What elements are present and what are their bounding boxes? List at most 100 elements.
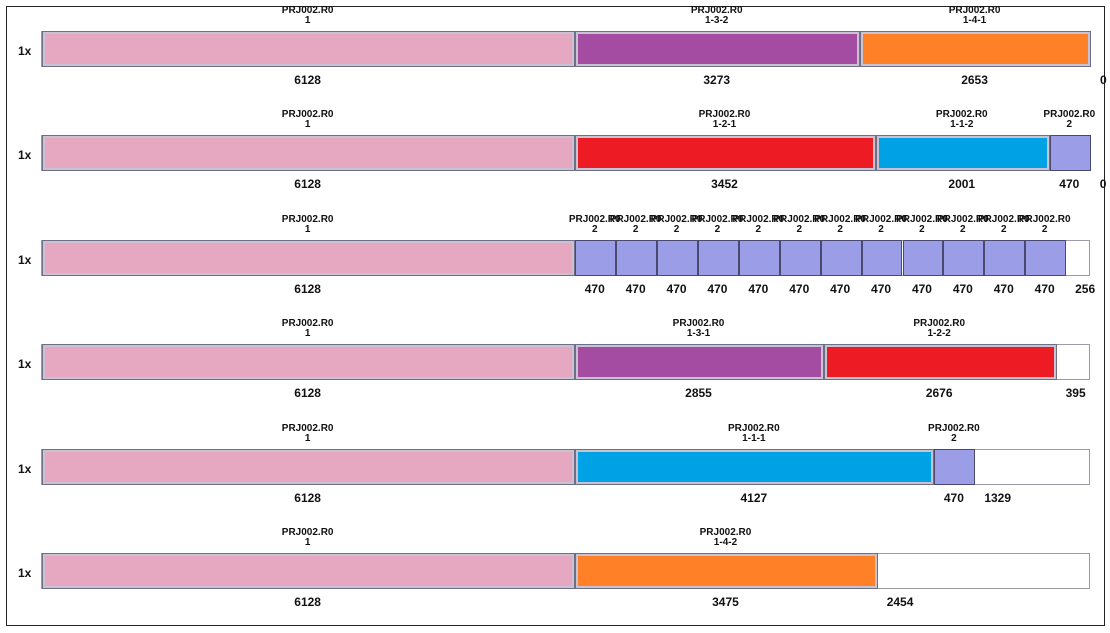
project-code: PRJ002.R0 bbox=[773, 214, 826, 225]
piece-2[interactable] bbox=[738, 240, 780, 276]
piece-length: 2001 bbox=[948, 177, 976, 191]
piece-label: PRJ002.R0 2 bbox=[855, 215, 907, 235]
piece-id: 2 bbox=[951, 433, 957, 444]
piece-1-1-2[interactable] bbox=[875, 135, 1050, 171]
project-code: PRJ002.R0 bbox=[691, 214, 744, 225]
piece-1-4-2[interactable] bbox=[575, 553, 878, 589]
cutting-pattern-row[interactable]: 1x PRJ002.R0 1 6128 PRJ002.R0 1-3-2 3273 PRJ002… bbox=[0, 5, 1110, 88]
project-code: PRJ002.R0 bbox=[1043, 109, 1096, 120]
piece-label: PRJ002.R0 2 bbox=[937, 215, 989, 235]
cutting-pattern-row[interactable]: 1x PRJ002.R0 1 6128 PRJ002.R0 2 470 PRJ002.R0 2 4… bbox=[0, 214, 1110, 297]
piece-length: 6128 bbox=[294, 386, 321, 400]
piece-2[interactable] bbox=[984, 240, 1026, 276]
piece-1-3-2[interactable] bbox=[575, 31, 861, 67]
project-code: PRJ002.R0 bbox=[935, 109, 988, 120]
stock-bar bbox=[41, 344, 1090, 380]
cutting-pattern-row[interactable]: 1x PRJ002.R0 1 6128 PRJ002.R0 1-1-1 4127 PRJ002… bbox=[0, 423, 1110, 505]
piece-length: 470 bbox=[625, 282, 646, 296]
multiplier-label: 1x bbox=[18, 148, 32, 162]
piece-2[interactable] bbox=[934, 449, 976, 485]
piece-2[interactable] bbox=[820, 240, 862, 276]
piece-length: 6128 bbox=[294, 595, 321, 609]
piece-id: 1-3-2 bbox=[705, 15, 729, 26]
multiplier-label: 1x bbox=[18, 566, 32, 580]
piece-label: PRJ002.R0 2 bbox=[896, 215, 948, 235]
piece-1-4-1[interactable] bbox=[860, 31, 1091, 67]
piece-id: 1-1-1 bbox=[742, 433, 766, 444]
stock-bar bbox=[41, 449, 1090, 485]
piece-length: 3475 bbox=[712, 595, 739, 609]
piece-2[interactable] bbox=[657, 240, 698, 276]
project-code: PRJ002.R0 bbox=[928, 423, 980, 434]
piece-1-3-1[interactable] bbox=[575, 344, 824, 380]
piece-label: PRJ002.R0 1 bbox=[282, 528, 334, 548]
piece-label: PRJ002.R0 1 bbox=[282, 110, 334, 130]
piece-label: PRJ002.R0 2 bbox=[773, 215, 825, 235]
project-code: PRJ002.R0 bbox=[568, 214, 621, 225]
piece-length: 6128 bbox=[294, 73, 321, 87]
piece-label: PRJ002.R0 2 bbox=[569, 215, 621, 235]
project-code: PRJ002.R0 bbox=[690, 5, 743, 16]
piece-label: PRJ002.R0 1 bbox=[282, 319, 334, 339]
waste-length: 256 bbox=[1075, 282, 1096, 296]
stock-bar bbox=[41, 240, 1090, 276]
piece-length: 3273 bbox=[703, 73, 731, 87]
piece-label: PRJ002.R0 2 bbox=[1019, 215, 1071, 235]
piece-2[interactable] bbox=[616, 240, 658, 276]
project-code: PRJ002.R0 bbox=[948, 5, 1001, 16]
waste-length: 1329 bbox=[984, 491, 1012, 505]
piece-id: 2 bbox=[632, 224, 639, 235]
project-code: PRJ002.R0 bbox=[699, 527, 752, 538]
piece-label: PRJ002.R0 1-3-2 bbox=[691, 6, 743, 26]
piece-id: 2 bbox=[796, 224, 803, 235]
piece-id: 2 bbox=[919, 224, 925, 235]
piece-1[interactable] bbox=[42, 344, 576, 380]
piece-1-2-1[interactable] bbox=[575, 135, 876, 171]
piece-1[interactable] bbox=[42, 135, 576, 171]
piece-length: 470 bbox=[911, 282, 932, 296]
project-code: PRJ002.R0 bbox=[936, 214, 989, 225]
piece-length: 6128 bbox=[294, 491, 321, 505]
piece-id: 1-1-2 bbox=[950, 119, 974, 130]
piece-2[interactable] bbox=[943, 240, 985, 276]
piece-2[interactable] bbox=[1049, 135, 1091, 171]
piece-2[interactable] bbox=[779, 240, 821, 276]
piece-id: 2 bbox=[755, 224, 762, 235]
project-code: PRJ002.R0 bbox=[281, 214, 334, 225]
piece-id: 2 bbox=[960, 224, 966, 235]
piece-id: 1 bbox=[304, 537, 311, 548]
piece-label: PRJ002.R0 2 bbox=[651, 215, 703, 235]
cutting-pattern-row[interactable]: 1x PRJ002.R0 1 6128 PRJ002.R0 1-2-1 3452 PRJ002… bbox=[0, 109, 1110, 192]
waste-length: 2454 bbox=[886, 595, 914, 609]
piece-length: 470 bbox=[707, 282, 728, 296]
piece-2[interactable] bbox=[1025, 240, 1067, 276]
cutting-pattern-row[interactable]: 1x PRJ002.R0 1 6128 PRJ002.R0 1-3-1 2855 PRJ002… bbox=[0, 319, 1110, 400]
waste-length: 395 bbox=[1065, 386, 1086, 400]
piece-id: 2 bbox=[1041, 224, 1048, 235]
piece-length: 470 bbox=[584, 282, 605, 296]
piece-1-2-2[interactable] bbox=[823, 344, 1057, 380]
cutting-pattern-row[interactable]: 1x PRJ002.R0 1 6128 PRJ002.R0 1-4-2 3475 2454 bbox=[0, 527, 1110, 609]
piece-1[interactable] bbox=[42, 240, 576, 276]
piece-1[interactable] bbox=[42, 449, 576, 485]
project-code: PRJ002.R0 bbox=[814, 214, 866, 225]
piece-length: 470 bbox=[1034, 282, 1055, 296]
piece-id: 1 bbox=[304, 433, 311, 444]
piece-1[interactable] bbox=[42, 31, 576, 67]
piece-1-1-1[interactable] bbox=[575, 449, 935, 485]
stock-bar bbox=[41, 553, 1090, 589]
piece-2[interactable] bbox=[697, 240, 739, 276]
piece-1[interactable] bbox=[42, 553, 576, 589]
piece-2[interactable] bbox=[861, 240, 903, 276]
piece-2[interactable] bbox=[902, 240, 944, 276]
piece-label: PRJ002.R0 1-1-2 bbox=[936, 110, 988, 130]
piece-id: 2 bbox=[1066, 119, 1073, 130]
piece-label: PRJ002.R0 2 bbox=[732, 215, 784, 235]
piece-2[interactable] bbox=[575, 240, 617, 276]
piece-label: PRJ002.R0 1 bbox=[282, 215, 334, 235]
piece-length: 470 bbox=[952, 282, 973, 296]
project-code: PRJ002.R0 bbox=[281, 5, 334, 16]
piece-length: 470 bbox=[748, 282, 769, 296]
project-code: PRJ002.R0 bbox=[855, 214, 907, 225]
project-code: PRJ002.R0 bbox=[650, 214, 703, 225]
